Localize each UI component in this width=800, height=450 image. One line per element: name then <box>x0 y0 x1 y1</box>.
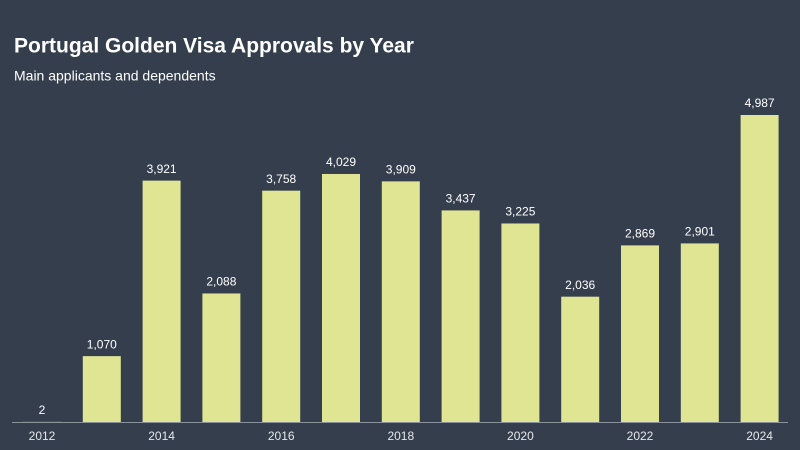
x-tick-label: 2024 <box>746 429 773 443</box>
bar <box>501 223 540 422</box>
x-tick-label: 2018 <box>387 429 414 443</box>
chart-title: Portugal Golden Visa Approvals by Year <box>14 35 414 58</box>
value-label: 3,437 <box>446 192 476 206</box>
value-label: 4,029 <box>326 155 356 169</box>
bar <box>740 115 779 422</box>
bar <box>381 181 420 422</box>
value-label: 2,901 <box>685 225 715 239</box>
value-label: 2 <box>39 403 46 417</box>
bar <box>322 173 360 422</box>
value-label: 2,036 <box>565 278 595 292</box>
bar <box>441 210 480 422</box>
x-tick-label: 2020 <box>507 429 534 443</box>
x-tick-label: 2012 <box>29 429 56 443</box>
value-label: 2,088 <box>206 275 236 289</box>
value-label: 3,225 <box>505 205 535 219</box>
value-label: 3,909 <box>386 163 416 177</box>
chart-subtitle: Main applicants and dependents <box>14 68 216 84</box>
value-label: 3,921 <box>147 162 177 176</box>
bar <box>142 180 181 422</box>
value-label: 3,758 <box>266 172 296 186</box>
x-tick-label: 2022 <box>627 429 654 443</box>
value-label: 2,869 <box>625 227 655 241</box>
value-label: 1,070 <box>87 337 117 351</box>
bar <box>262 190 301 422</box>
bar <box>680 243 719 422</box>
x-tick-label: 2014 <box>148 429 175 443</box>
x-tick-label: 2016 <box>268 429 295 443</box>
bar <box>561 296 600 422</box>
bar <box>82 356 121 422</box>
bar <box>202 293 241 422</box>
bar <box>621 245 659 422</box>
value-label: 4,987 <box>745 96 775 110</box>
